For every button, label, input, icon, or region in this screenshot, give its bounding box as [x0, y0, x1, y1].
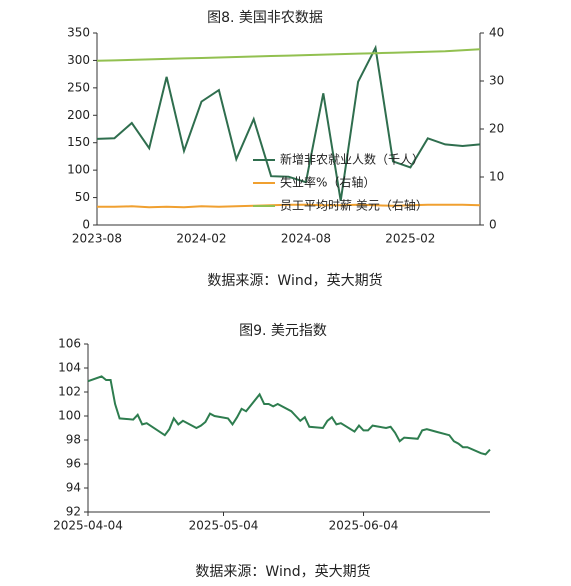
y-tick-label: 106: [58, 337, 81, 351]
x-tick-label: 2025-04-04: [53, 519, 123, 533]
y-tick-label: 100: [67, 163, 90, 177]
y-tick-label: 150: [67, 135, 90, 149]
chart-title: 图8. 美国非农数据: [207, 10, 323, 26]
y-tick-label: 96: [66, 457, 81, 471]
y-tick-label: 50: [75, 190, 90, 204]
y-tick-label: 350: [67, 26, 90, 40]
x-tick-label: 2025-06-04: [329, 519, 399, 533]
series-line: [96, 48, 481, 62]
chart-title: 图9. 美元指数: [239, 323, 327, 339]
legend-label: 员工平均时薪 美元（右轴）: [280, 198, 428, 213]
source-note: 数据来源：Wind，英大期货: [195, 563, 370, 580]
y2-tick-label: 40: [489, 26, 504, 40]
y-tick-label: 98: [66, 433, 81, 447]
x-tick-label: 2023-08: [72, 232, 122, 246]
y2-tick-label: 10: [489, 170, 504, 184]
y-tick-label: 102: [58, 385, 81, 399]
x-tick-label: 2024-02: [176, 232, 226, 246]
y2-tick-label: 30: [489, 74, 504, 88]
series-line: [96, 44, 481, 202]
source-note: 数据来源：Wind，英大期货: [207, 272, 382, 289]
y2-tick-label: 20: [489, 122, 504, 136]
y-tick-label: 250: [67, 80, 90, 94]
y-tick-label: 200: [67, 108, 90, 122]
y-tick-label: 100: [58, 409, 81, 423]
y2-tick-label: 0: [489, 218, 497, 232]
y-tick-label: 104: [58, 361, 81, 375]
x-tick-label: 2025-05-04: [189, 519, 259, 533]
series-line: [87, 375, 491, 456]
x-tick-label: 2025-02: [385, 232, 435, 246]
legend-label: 失业率%（右轴）: [280, 175, 375, 190]
y-tick-label: 300: [67, 53, 90, 67]
y-tick-label: 94: [66, 481, 81, 495]
series-line: [97, 203, 481, 209]
legend-label: 新增非农就业人数（千人）: [280, 152, 424, 167]
y-tick-label: 92: [66, 505, 81, 519]
y-tick-label: 0: [82, 218, 90, 232]
x-tick-label: 2024-08: [281, 232, 331, 246]
